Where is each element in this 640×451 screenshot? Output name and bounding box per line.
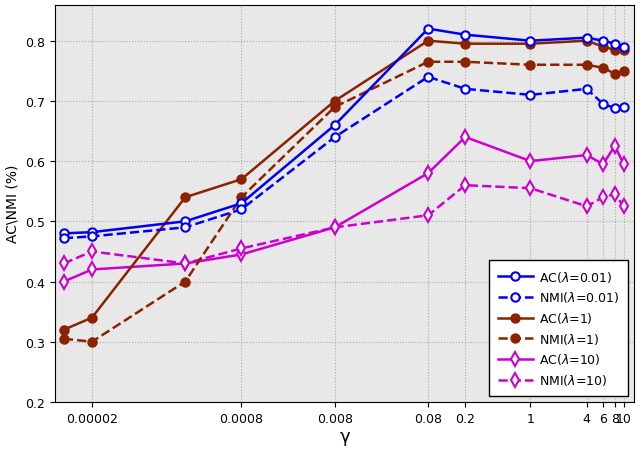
NMI($\lambda$=10) <box>527 186 534 192</box>
NMI($\lambda$=0.01) <box>620 105 628 110</box>
NMI($\lambda$=0.01) <box>237 207 245 212</box>
AC($\lambda$=0.01) <box>461 33 469 38</box>
NMI($\lambda$=0.01) <box>331 135 339 140</box>
NMI($\lambda$=1) <box>88 339 96 345</box>
NMI($\lambda$=1) <box>424 60 432 65</box>
AC($\lambda$=1) <box>611 48 619 53</box>
AC($\lambda$=10) <box>237 252 245 258</box>
AC($\lambda$=0.01) <box>182 219 189 225</box>
NMI($\lambda$=1) <box>182 279 189 285</box>
AC($\lambda$=0.01) <box>60 231 68 236</box>
AC($\lambda$=1) <box>424 39 432 44</box>
AC($\lambda$=10) <box>461 135 469 140</box>
AC($\lambda$=0.01) <box>237 201 245 207</box>
NMI($\lambda$=1) <box>599 66 607 71</box>
Legend: AC($\lambda$=0.01), NMI($\lambda$=0.01), AC($\lambda$=1), NMI($\lambda$=1), AC($: AC($\lambda$=0.01), NMI($\lambda$=0.01),… <box>489 261 628 396</box>
AC($\lambda$=0.01) <box>88 230 96 235</box>
NMI($\lambda$=10) <box>88 249 96 254</box>
AC($\lambda$=10) <box>331 225 339 230</box>
NMI($\lambda$=0.01) <box>424 75 432 80</box>
NMI($\lambda$=0.01) <box>182 225 189 230</box>
AC($\lambda$=1) <box>60 327 68 333</box>
NMI($\lambda$=0.01) <box>583 87 591 92</box>
AC($\lambda$=1) <box>331 99 339 104</box>
NMI($\lambda$=10) <box>60 261 68 267</box>
NMI($\lambda$=0.01) <box>611 106 619 111</box>
NMI($\lambda$=1) <box>611 72 619 77</box>
AC($\lambda$=10) <box>182 261 189 267</box>
NMI($\lambda$=1) <box>461 60 469 65</box>
NMI($\lambda$=10) <box>182 261 189 267</box>
Line: AC($\lambda$=1): AC($\lambda$=1) <box>60 37 628 334</box>
NMI($\lambda$=10) <box>461 183 469 189</box>
NMI($\lambda$=10) <box>331 225 339 230</box>
AC($\lambda$=1) <box>583 39 591 44</box>
NMI($\lambda$=0.01) <box>527 93 534 98</box>
AC($\lambda$=10) <box>611 144 619 149</box>
AC($\lambda$=0.01) <box>331 123 339 129</box>
Line: AC($\lambda$=10): AC($\lambda$=10) <box>59 133 628 287</box>
X-axis label: γ: γ <box>339 428 350 446</box>
NMI($\lambda$=0.01) <box>461 87 469 92</box>
AC($\lambda$=10) <box>88 267 96 272</box>
AC($\lambda$=10) <box>527 159 534 165</box>
AC($\lambda$=1) <box>461 42 469 47</box>
AC($\lambda$=1) <box>620 48 628 53</box>
AC($\lambda$=10) <box>599 162 607 167</box>
AC($\lambda$=10) <box>60 279 68 285</box>
NMI($\lambda$=10) <box>620 204 628 210</box>
AC($\lambda$=0.01) <box>583 36 591 41</box>
NMI($\lambda$=1) <box>527 63 534 68</box>
NMI($\lambda$=1) <box>60 336 68 342</box>
AC($\lambda$=1) <box>88 315 96 321</box>
NMI($\lambda$=10) <box>424 213 432 219</box>
AC($\lambda$=0.01) <box>611 42 619 47</box>
AC($\lambda$=10) <box>424 171 432 176</box>
NMI($\lambda$=1) <box>331 105 339 110</box>
NMI($\lambda$=10) <box>599 195 607 201</box>
AC($\lambda$=1) <box>182 195 189 201</box>
AC($\lambda$=1) <box>527 42 534 47</box>
AC($\lambda$=10) <box>620 162 628 167</box>
NMI($\lambda$=10) <box>237 246 245 252</box>
NMI($\lambda$=1) <box>237 195 245 201</box>
AC($\lambda$=0.01) <box>527 39 534 44</box>
AC($\lambda$=0.01) <box>620 45 628 51</box>
AC($\lambda$=0.01) <box>599 39 607 44</box>
NMI($\lambda$=1) <box>583 63 591 68</box>
Line: AC($\lambda$=0.01): AC($\lambda$=0.01) <box>60 25 628 238</box>
NMI($\lambda$=10) <box>611 192 619 198</box>
Y-axis label: AC\NMI (%): AC\NMI (%) <box>6 165 20 243</box>
Line: NMI($\lambda$=10): NMI($\lambda$=10) <box>59 181 628 269</box>
NMI($\lambda$=0.01) <box>599 102 607 107</box>
Line: NMI($\lambda$=0.01): NMI($\lambda$=0.01) <box>60 74 628 243</box>
AC($\lambda$=1) <box>599 45 607 51</box>
AC($\lambda$=0.01) <box>424 27 432 32</box>
NMI($\lambda$=1) <box>620 69 628 74</box>
AC($\lambda$=1) <box>237 177 245 183</box>
NMI($\lambda$=0.01) <box>60 236 68 241</box>
NMI($\lambda$=0.01) <box>88 234 96 239</box>
NMI($\lambda$=10) <box>583 204 591 210</box>
AC($\lambda$=10) <box>583 153 591 158</box>
Line: NMI($\lambda$=1): NMI($\lambda$=1) <box>60 59 628 346</box>
